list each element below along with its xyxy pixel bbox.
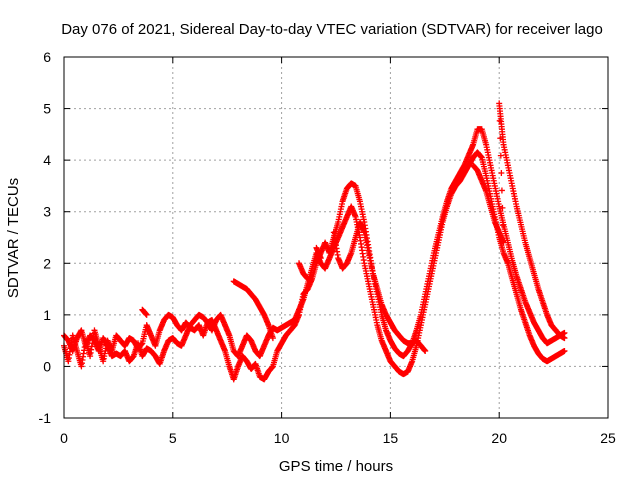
x-tick-label: 10 bbox=[274, 430, 290, 446]
y-tick-label: 1 bbox=[43, 307, 51, 323]
data-point-track-c bbox=[143, 311, 150, 318]
data-point-track-c bbox=[561, 335, 568, 342]
y-tick-label: 3 bbox=[43, 204, 51, 220]
data-point-track-c bbox=[498, 187, 505, 194]
y-tick-label: 5 bbox=[43, 101, 51, 117]
y-tick-label: 6 bbox=[43, 49, 51, 65]
chart-title: Day 076 of 2021, Sidereal Day-to-day VTE… bbox=[61, 21, 603, 38]
data-point-track-c bbox=[500, 222, 507, 229]
y-tick-label: -1 bbox=[39, 410, 52, 426]
y-tick-label: 0 bbox=[43, 358, 51, 374]
y-tick-label: 4 bbox=[43, 152, 51, 168]
data-point-track-c bbox=[499, 204, 506, 211]
data-point-track-c bbox=[500, 239, 507, 246]
y-tick-label: 2 bbox=[43, 255, 51, 271]
y-axis-title: SDTVAR / TECUs bbox=[5, 178, 22, 298]
data-point-track-c bbox=[498, 170, 505, 177]
x-tick-labels: 0 5 10 15 20 25 bbox=[60, 430, 616, 446]
data-points bbox=[61, 100, 568, 383]
x-tick-label: 25 bbox=[600, 430, 616, 446]
data-point-track-c bbox=[269, 335, 276, 342]
data-point-track-c bbox=[317, 255, 324, 262]
x-tick-label: 20 bbox=[491, 430, 507, 446]
x-tick-label: 0 bbox=[60, 430, 68, 446]
x-tick-label: 15 bbox=[383, 430, 399, 446]
axis-ticks bbox=[63, 56, 609, 419]
data-point-track-c bbox=[422, 347, 429, 354]
data-point-track-c bbox=[304, 275, 311, 282]
grid-lines bbox=[64, 57, 608, 418]
plot-frame bbox=[63, 56, 609, 419]
x-tick-label: 5 bbox=[169, 430, 177, 446]
x-axis-title: GPS time / hours bbox=[279, 458, 393, 475]
y-tick-labels: -1 0 1 2 3 4 5 6 bbox=[39, 49, 52, 426]
data-point-track-a bbox=[561, 347, 568, 354]
